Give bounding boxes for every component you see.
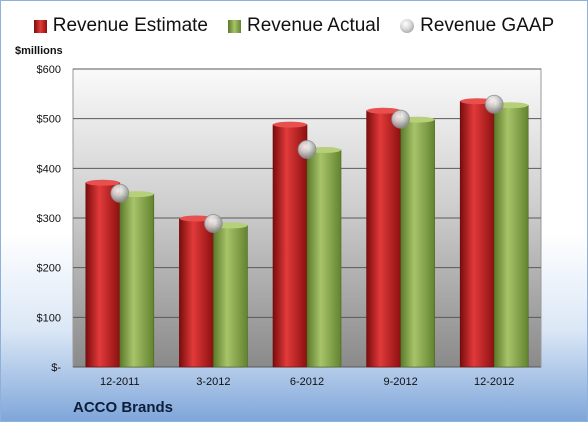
bar-revenue-estimate [459,100,495,368]
y-tick-label: $400 [37,163,61,175]
bar-revenue-actual [119,193,155,368]
y-tick-label: $100 [37,312,61,324]
legend: Revenue Estimate Revenue Actual Revenue … [1,15,587,37]
y-axis-unit-label: $millions [15,45,63,57]
legend-label-estimate: Revenue Estimate [52,15,208,36]
company-name: ACCO Brands [73,399,174,416]
x-tick-label: 3-2012 [196,376,230,388]
legend-label-actual: Revenue Actual [247,15,381,36]
legend-swatch-gaap [400,19,415,33]
x-tick-label: 12-2012 [474,376,514,388]
bar-revenue-actual [400,119,435,368]
bar-revenue-actual [493,104,529,368]
y-tick-label: $600 [37,64,61,76]
bar-top-revenue-estimate [85,179,120,186]
marker-revenue-gaap [391,109,411,129]
bar-revenue-estimate [272,124,308,368]
bar-top-revenue-estimate [273,121,307,128]
y-tick-label: $200 [37,263,61,275]
bars [85,98,529,368]
legend-swatch-estimate [33,19,47,33]
x-tick-label: 12-2011 [100,376,140,388]
y-axis-ticks: $- $100 $200 $300 $400 $500 $600 [37,64,62,374]
marker-revenue-gaap [297,140,317,159]
bar-revenue-estimate [85,182,121,368]
legend-item-estimate: Revenue Estimate [33,15,208,37]
bar-revenue-actual [213,225,248,368]
y-tick-label: $300 [37,213,61,225]
marker-revenue-gaap [203,214,223,233]
gaap-markers [110,94,504,233]
marker-revenue-gaap [484,94,504,114]
bar-revenue-estimate [366,110,401,368]
legend-item-actual: Revenue Actual [228,15,380,37]
bar-top-revenue-estimate [366,107,401,114]
legend-item-gaap: Revenue GAAP [400,15,554,37]
x-axis-ticks: 12-2011 3-2012 6-2012 9-2012 12-2012 [100,376,514,388]
y-tick-label: $- [51,362,61,374]
bar-revenue-estimate [179,218,214,368]
y-tick-label: $500 [37,114,61,126]
bar-revenue-actual [306,149,342,368]
legend-label-gaap: Revenue GAAP [420,15,555,36]
x-tick-label: 6-2012 [290,376,324,388]
x-tick-label: 9-2012 [383,376,417,388]
legend-swatch-actual [228,19,241,33]
marker-revenue-gaap [110,183,130,203]
